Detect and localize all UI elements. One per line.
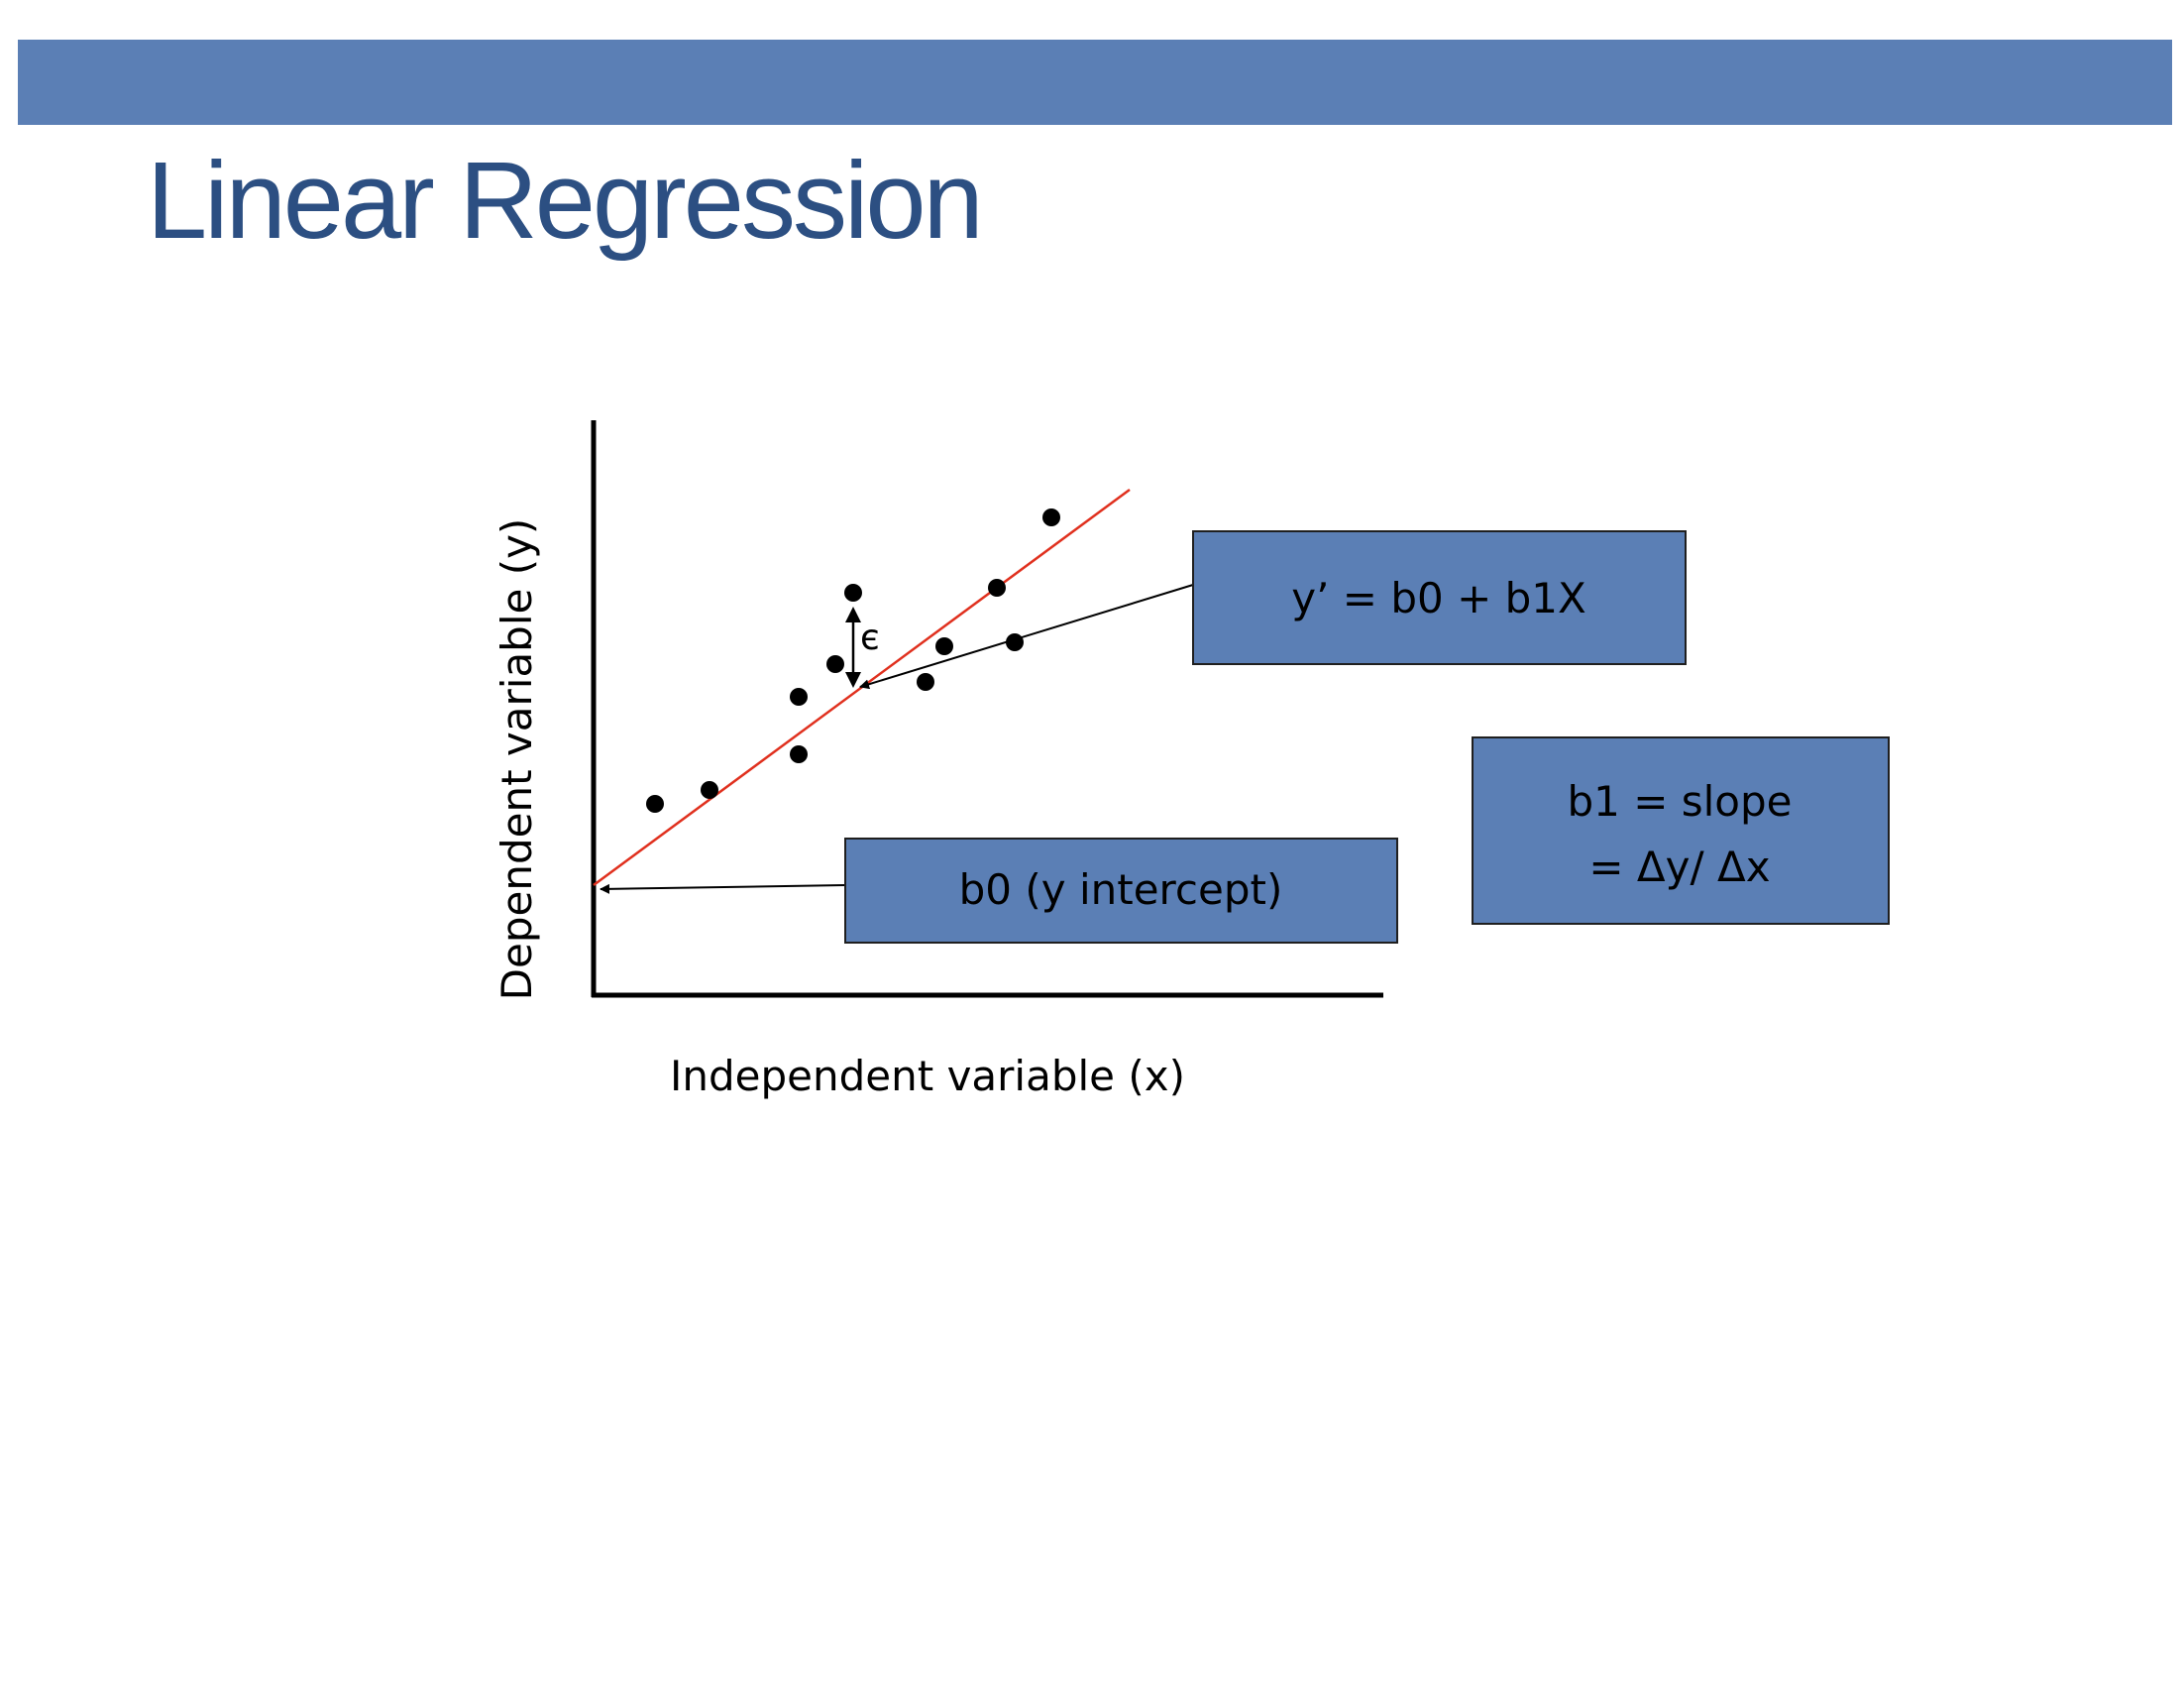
intercept-box: b0 (y intercept)	[844, 838, 1398, 944]
equation-connector-arrow	[859, 584, 1194, 690]
data-point	[701, 781, 718, 799]
equation-box: y’ = b0 + b1X	[1192, 530, 1687, 665]
slide-title: Linear Regression	[147, 140, 984, 262]
data-point	[790, 745, 808, 763]
data-point	[790, 688, 808, 706]
data-point	[844, 584, 862, 602]
intercept-text: b0 (y intercept)	[959, 865, 1283, 914]
data-point	[646, 795, 664, 813]
header-band	[18, 40, 2172, 125]
intercept-connector-arrow	[600, 883, 846, 894]
x-axis-label: Independent variable (x)	[670, 1052, 1185, 1100]
slope-box: b1 = slope = Δy/ Δx	[1472, 736, 1890, 925]
equation-text: y’ = b0 + b1X	[1291, 574, 1586, 622]
slope-text-line1: b1 = slope	[1567, 777, 1792, 826]
residual-arrow	[845, 607, 861, 688]
data-point	[1042, 508, 1060, 526]
residual-label: є	[860, 618, 880, 658]
data-point	[826, 655, 844, 673]
data-points	[646, 508, 1060, 813]
data-point	[917, 673, 934, 691]
slope-text-line2: = Δy/ Δx	[1588, 843, 1770, 891]
data-point	[935, 637, 953, 655]
data-point	[988, 579, 1006, 597]
y-axis-label: Dependent variable (y)	[492, 518, 541, 1001]
